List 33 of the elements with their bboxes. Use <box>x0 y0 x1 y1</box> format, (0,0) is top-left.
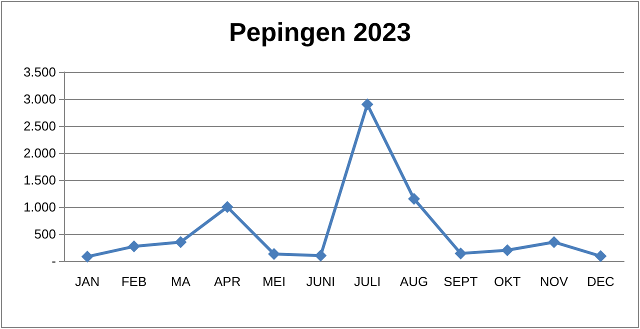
point <box>408 192 420 205</box>
x-tick-label: AUG <box>400 274 428 289</box>
point <box>594 250 607 262</box>
x-tick-label: MA <box>170 274 191 289</box>
point <box>361 98 374 110</box>
x-tick-label: JUNI <box>306 274 336 289</box>
x-tick-label: DEC <box>586 274 614 289</box>
point <box>81 250 94 263</box>
point <box>174 236 187 248</box>
x-tick-label: SEPT <box>444 274 478 289</box>
point <box>314 250 327 262</box>
y-tick-label: 1.500 <box>23 172 56 188</box>
y-tick-label: 2.500 <box>23 118 56 134</box>
x-tick-label: OKT <box>494 274 521 289</box>
point <box>221 201 234 213</box>
y-tick-label: 3.000 <box>23 92 56 106</box>
y-tick-label: 1.000 <box>23 200 56 214</box>
x-tick-label: NOV <box>540 274 568 289</box>
chart-title: Pepingen 2023 <box>228 17 412 47</box>
y-tick-label: - <box>52 254 56 268</box>
x-tick-label: MEI <box>262 274 286 289</box>
point <box>128 240 140 252</box>
point <box>501 244 514 256</box>
y-tick-label: 2.000 <box>23 146 56 160</box>
x-tick-label: FEB <box>121 274 147 289</box>
point <box>454 247 467 260</box>
x-tick-label: JULI <box>354 274 381 289</box>
point <box>548 236 560 248</box>
x-tick-label: APR <box>214 274 241 289</box>
x-tick-label: JAN <box>75 274 100 289</box>
point <box>268 248 280 260</box>
y-tick-label: 3.500 <box>23 64 56 80</box>
y-tick-label: 500 <box>34 226 56 242</box>
